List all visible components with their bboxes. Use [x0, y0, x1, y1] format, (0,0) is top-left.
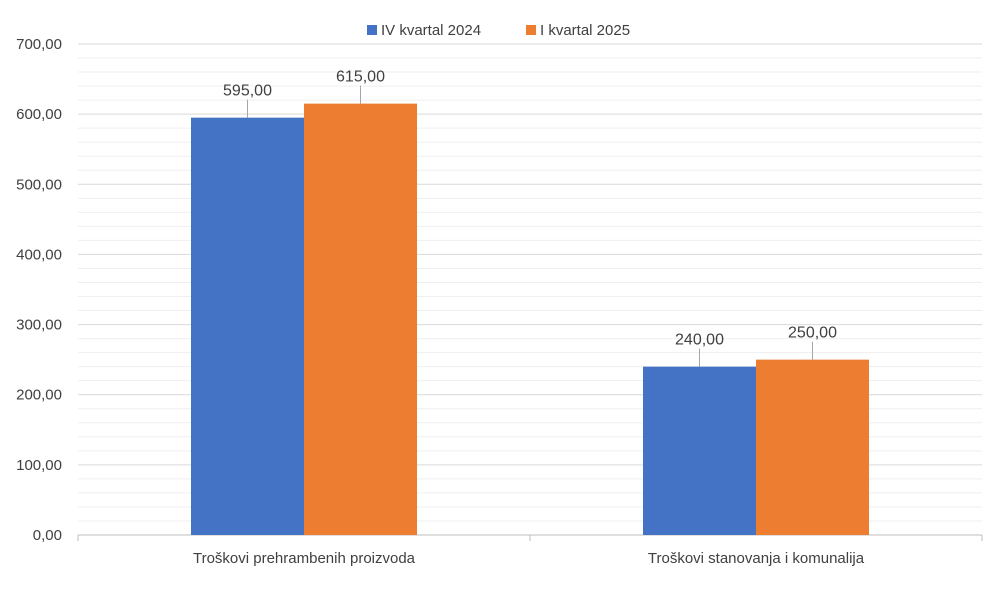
y-tick-label: 500,00 — [16, 176, 62, 193]
bar — [191, 117, 304, 536]
y-tick-label: 100,00 — [16, 457, 62, 474]
x-category-label: Troškovi stanovanja i komunalija — [648, 550, 865, 567]
data-label: 615,00 — [336, 69, 385, 86]
bar — [304, 103, 417, 535]
y-tick-label: 600,00 — [16, 106, 62, 123]
legend-swatch — [526, 25, 536, 35]
legend-label: I kvartal 2025 — [540, 22, 630, 39]
axes: 0,00 100,00 200,00 300,00 400,00 500,00 600,00… — [16, 36, 983, 567]
y-tick-label: 200,00 — [16, 387, 62, 404]
y-tick-label: 700,00 — [16, 36, 62, 53]
data-label: 595,00 — [223, 83, 272, 100]
bars — [191, 103, 869, 536]
y-tick-label: 0,00 — [33, 527, 62, 544]
legend-swatch — [367, 25, 377, 35]
legend: IV kvartal 2024 I kvartal 2025 — [367, 22, 630, 39]
data-labels: 595,00 615,00 240,00 250,00 — [223, 69, 837, 367]
data-label: 250,00 — [788, 325, 837, 342]
y-tick-label: 300,00 — [16, 317, 62, 334]
data-label: 240,00 — [675, 332, 724, 349]
bar — [643, 366, 756, 535]
x-category-label: Troškovi prehrambenih proizvoda — [193, 550, 416, 567]
y-tick-label: 400,00 — [16, 246, 62, 263]
legend-label: IV kvartal 2024 — [381, 22, 481, 39]
bar — [756, 359, 869, 535]
